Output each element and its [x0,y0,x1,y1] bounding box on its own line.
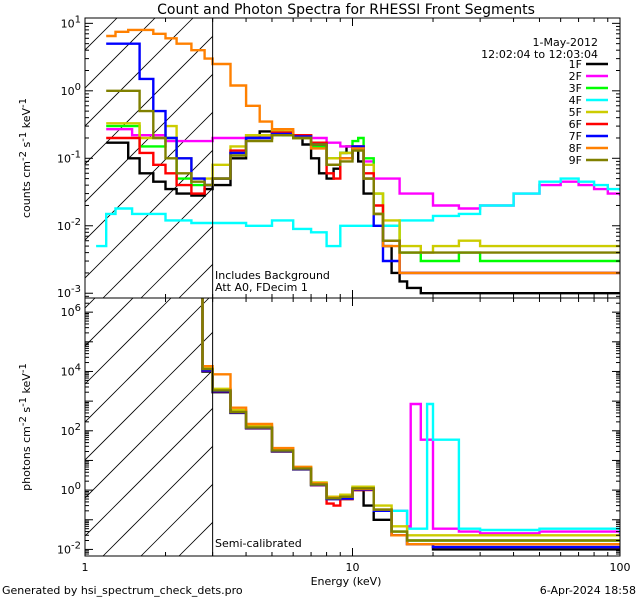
legend-label-6F: 6F [569,118,582,131]
top-ytick-label: 100 [61,82,81,98]
legend-label-4F: 4F [569,94,582,107]
chart-title: Count and Photon Spectra for RHESSI Fron… [157,2,535,18]
top-ylabel: counts cm-2 s-1 keV-1 [18,98,33,218]
hatch-line [217,156,617,556]
bottom-series-2F [201,298,620,536]
legend-label-3F: 3F [569,82,582,95]
bottom-hatch-region [85,156,640,556]
top-series-9F [106,89,620,254]
top-ytick-label: 10-1 [57,149,81,165]
legend-label-1F: 1F [569,58,582,71]
bottom-ytick-label: 102 [61,422,81,438]
chart-time-range: 12:02:04 to 12:03:04 [481,48,598,61]
xtick-label: 100 [610,561,631,574]
bottom-series-group [201,298,620,551]
hatch-line [85,407,213,537]
top-series-group [96,28,620,295]
top-series-4F [96,177,620,248]
legend-label-7F: 7F [569,130,582,143]
hatch-line [85,331,213,461]
footer-generator: Generated by hsi_spectrum_check_dets.pro [2,584,243,597]
top-series-8F [106,28,620,275]
axis-ticks: 10-3 10-2 10-1 100 101 10-2 100 102 104 106 1 10 100 [57,14,630,574]
annotation-semi-calibrated: Semi-calibrated [215,537,302,550]
hatch-line [140,225,213,298]
hatch-line [0,0,123,298]
hatch-line [85,111,213,241]
hatch-line [445,156,640,556]
top-series-2F [106,127,620,210]
hatch-line [85,369,213,499]
bottom-ytick-label: 10-2 [57,540,81,556]
xlabel: Energy (keV) [311,575,382,588]
bottom-plot-frame [84,297,621,557]
top-ytick-label: 10-2 [57,217,81,233]
hatch-line [102,187,213,298]
footer-timestamp: 6-Apr-2024 18:58 [540,584,636,597]
hatch-line [85,35,213,165]
chart-date: 1-May-2012 [533,36,598,49]
legend-label-9F: 9F [569,154,582,167]
top-ytick-label: 101 [61,14,81,30]
hatch-line [85,18,194,127]
hatch-line [85,298,210,423]
xtick-label: 10 [346,561,360,574]
hatch-line [85,149,213,279]
hatch-line [483,156,640,556]
hatch-line [178,521,213,556]
hatch-line [140,483,213,556]
top-ytick-label: 10-3 [57,284,81,300]
legend-label-2F: 2F [569,70,582,83]
hatch-line [85,298,172,385]
hatch-line [85,73,213,203]
bottom-ytick-label: 104 [61,362,81,378]
annotation-attenuator: Att A0, FDecim 1 [215,281,308,294]
hatch-line [102,445,213,556]
xtick-label: 1 [82,561,89,574]
annotation-background: Includes Background [215,269,330,282]
hatch-line [85,298,134,347]
bottom-ytick-label: 100 [61,481,81,497]
legend-label-5F: 5F [569,106,582,119]
top-hatch-region [0,0,213,298]
bottom-ylabel: photons cm-2 s-1 keV-1 [18,363,33,491]
hatch-line [331,156,640,556]
bottom-series-9F [201,298,620,542]
legend-label-8F: 8F [569,142,582,155]
bottom-ytick-label: 106 [61,303,81,319]
